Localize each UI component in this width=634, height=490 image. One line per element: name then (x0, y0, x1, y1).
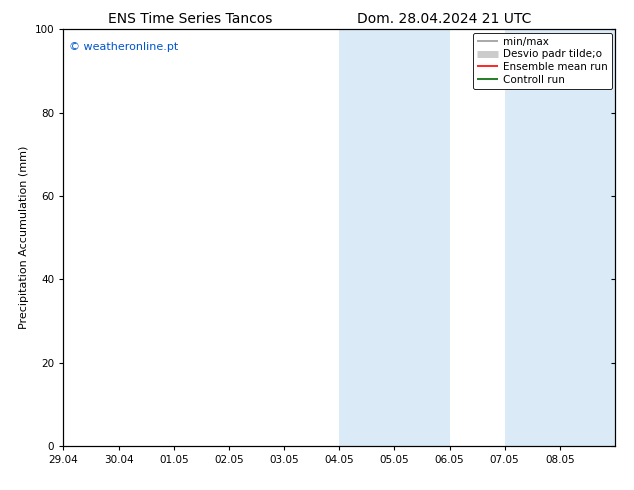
Legend: min/max, Desvio padr tilde;o, Ensemble mean run, Controll run: min/max, Desvio padr tilde;o, Ensemble m… (473, 32, 612, 89)
Bar (505, 29, 560, 446)
Text: © weatheronline.pt: © weatheronline.pt (69, 42, 178, 52)
Text: Dom. 28.04.2024 21 UTC: Dom. 28.04.2024 21 UTC (356, 12, 531, 26)
Bar (339, 29, 394, 446)
Bar (394, 29, 450, 446)
Bar (560, 29, 615, 446)
Y-axis label: Precipitation Accumulation (mm): Precipitation Accumulation (mm) (19, 146, 29, 329)
Text: ENS Time Series Tancos: ENS Time Series Tancos (108, 12, 273, 26)
